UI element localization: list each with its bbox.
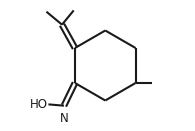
Text: HO: HO xyxy=(30,98,48,111)
Text: N: N xyxy=(60,112,68,125)
